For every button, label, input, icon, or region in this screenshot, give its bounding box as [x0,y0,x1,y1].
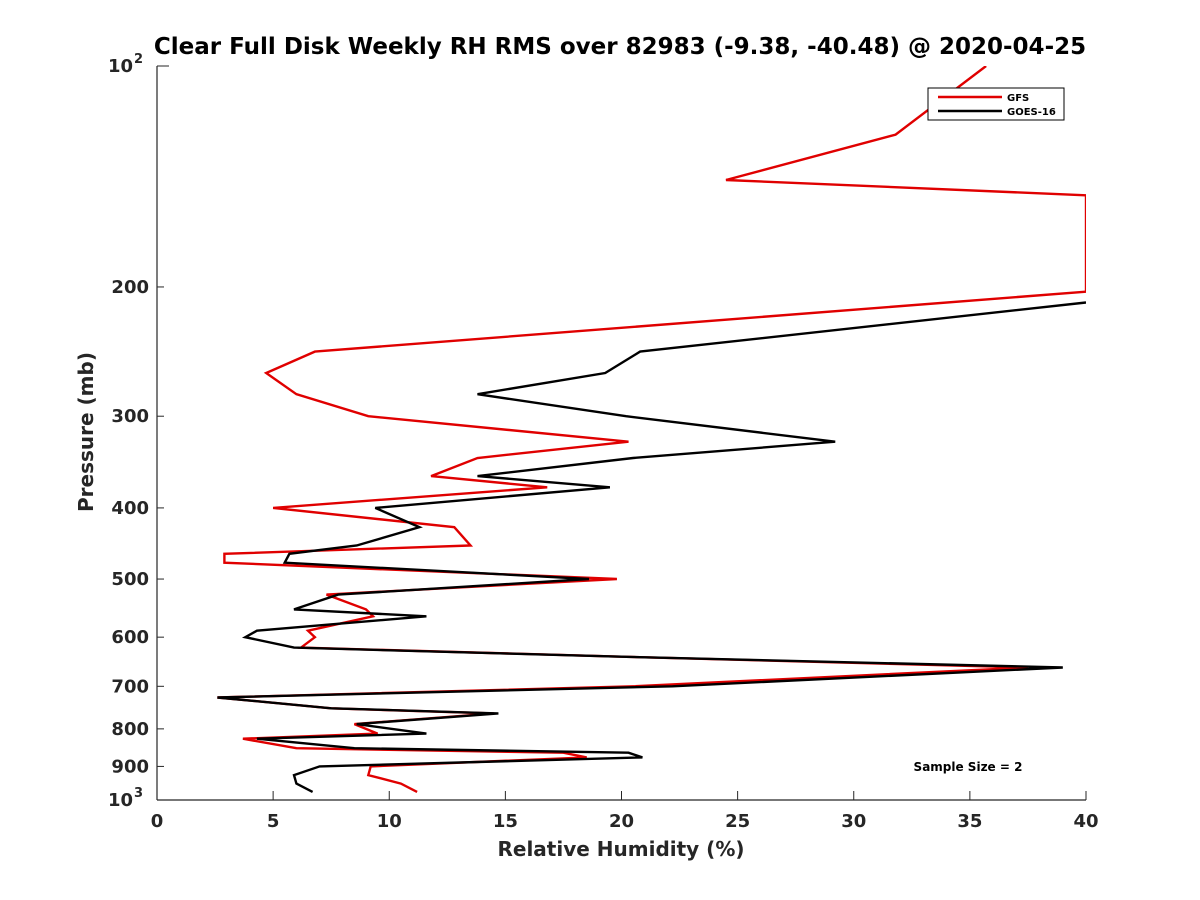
legend: GFS GOES-16 [927,87,1065,121]
x-tick-label: 10 [377,811,402,832]
x-tick-label: 15 [493,811,518,832]
legend-label-goes-16: GOES-16 [1007,107,1056,118]
y-tick-label: 600 [111,627,149,648]
x-tick-label: 20 [609,811,634,832]
y-tick-label: 500 [111,569,149,590]
x-tick-label: 25 [725,811,750,832]
x-tick-label: 30 [841,811,866,832]
x-axis-label: Relative Humidity (%) [497,837,744,861]
x-tick-label: 40 [1073,811,1098,832]
series-line-gfs [217,66,1086,793]
x-tick-label: 0 [151,811,164,832]
y-major-tick-exponent: 2 [134,52,143,67]
y-tick-label: 300 [111,406,149,427]
y-tick-label: 800 [111,719,149,740]
legend-box [927,87,1065,121]
series-line-goes-16 [217,301,1086,793]
y-tick-label: 400 [111,498,149,519]
y-major-tick-exponent: 3 [134,786,143,801]
y-tick-label: 700 [111,676,149,697]
y-tick-label: 200 [111,277,149,298]
y-major-tick-label: 10 [108,790,133,811]
y-axis-label: Pressure (mb) [74,352,98,512]
legend-label-gfs: GFS [1007,93,1029,104]
y-major-tick-label: 10 [108,56,133,77]
x-tick-label: 35 [957,811,982,832]
plot-area: 0 5 10 15 20 25 30 35 40 200 300 400 500 600 700 800 900… [108,52,1099,832]
chart-title: Clear Full Disk Weekly RH RMS over 82983… [154,34,1086,60]
y-tick-label: 900 [111,756,149,777]
sample-size-annotation: Sample Size = 2 [914,760,1023,774]
x-tick-label: 5 [267,811,280,832]
